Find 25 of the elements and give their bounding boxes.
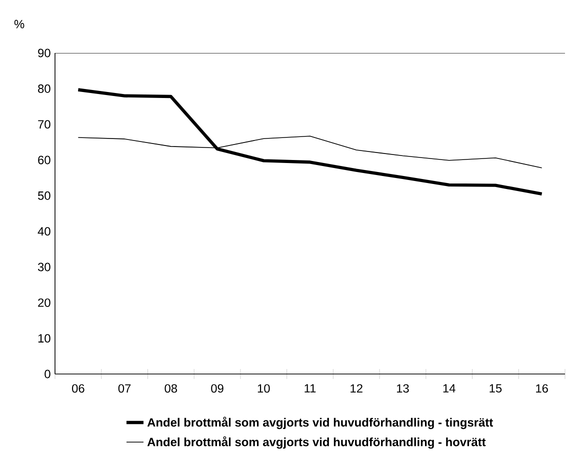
x-tick-label: 10 <box>258 384 270 393</box>
y-tick-label: 60 <box>38 156 50 164</box>
y-tick-label: 30 <box>38 262 50 272</box>
y-tick-label: 80 <box>38 84 50 93</box>
x-tick-label: 13 <box>396 384 409 393</box>
x-tick-label: 14 <box>443 384 456 392</box>
line-series <box>76 88 544 196</box>
y-tick-label: 50 <box>38 191 50 200</box>
x-tick-label: 16 <box>536 384 548 393</box>
x-tick-label: 08 <box>164 384 178 393</box>
y-tick-label: 0 <box>44 370 50 378</box>
x-tick-label: 09 <box>211 384 224 393</box>
x-tick-label: 06 <box>72 384 84 393</box>
x-tick-label: 11 <box>304 384 316 392</box>
y-tick-label: 40 <box>38 227 50 236</box>
x-tick-label: 12 <box>350 384 362 393</box>
x-tick-label: 07 <box>118 384 131 393</box>
x-tick-label: 15 <box>490 384 502 393</box>
legend-label: Andel brottmål som avgjorts vid huvudförhandling - tingsrätt <box>147 416 493 430</box>
legend-label: Andel brottmål som avgjorts vid huvudförhandling - hovrätt <box>147 436 486 449</box>
y-axis-title: % <box>14 20 24 28</box>
y-tick-label: 20 <box>38 298 50 307</box>
y-tick-label: 90 <box>38 48 50 58</box>
y-tick-label: 70 <box>38 120 50 129</box>
y-tick-label: 10 <box>38 334 50 343</box>
